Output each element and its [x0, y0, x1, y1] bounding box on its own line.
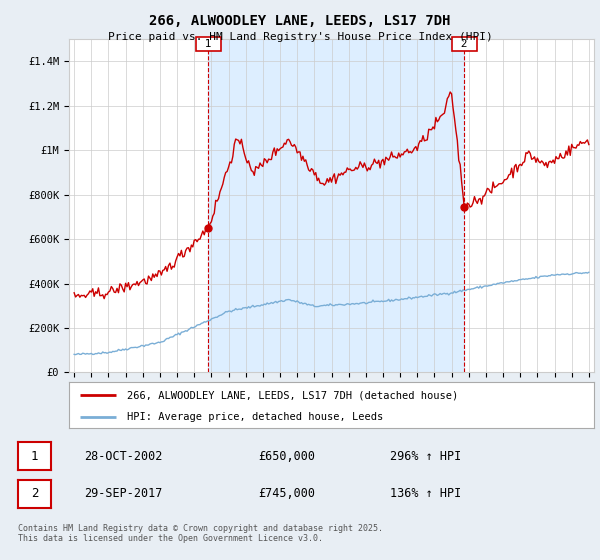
- Text: 1: 1: [31, 450, 38, 463]
- Text: 29-SEP-2017: 29-SEP-2017: [84, 487, 163, 501]
- Text: 266, ALWOODLEY LANE, LEEDS, LS17 7DH (detached house): 266, ALWOODLEY LANE, LEEDS, LS17 7DH (de…: [127, 390, 458, 400]
- Text: £650,000: £650,000: [258, 450, 315, 463]
- Text: HPI: Average price, detached house, Leeds: HPI: Average price, detached house, Leed…: [127, 412, 383, 422]
- Text: 296% ↑ HPI: 296% ↑ HPI: [390, 450, 461, 463]
- Text: 28-OCT-2002: 28-OCT-2002: [84, 450, 163, 463]
- Text: 2: 2: [31, 487, 38, 501]
- Bar: [208, 39, 464, 372]
- Text: 136% ↑ HPI: 136% ↑ HPI: [390, 487, 461, 501]
- Text: £745,000: £745,000: [258, 487, 315, 501]
- Text: 266, ALWOODLEY LANE, LEEDS, LS17 7DH: 266, ALWOODLEY LANE, LEEDS, LS17 7DH: [149, 14, 451, 28]
- Text: Contains HM Land Registry data © Crown copyright and database right 2025.
This d: Contains HM Land Registry data © Crown c…: [18, 524, 383, 543]
- Text: 2: 2: [454, 39, 475, 49]
- Text: 1: 1: [199, 39, 218, 49]
- Text: Price paid vs. HM Land Registry's House Price Index (HPI): Price paid vs. HM Land Registry's House …: [107, 32, 493, 43]
